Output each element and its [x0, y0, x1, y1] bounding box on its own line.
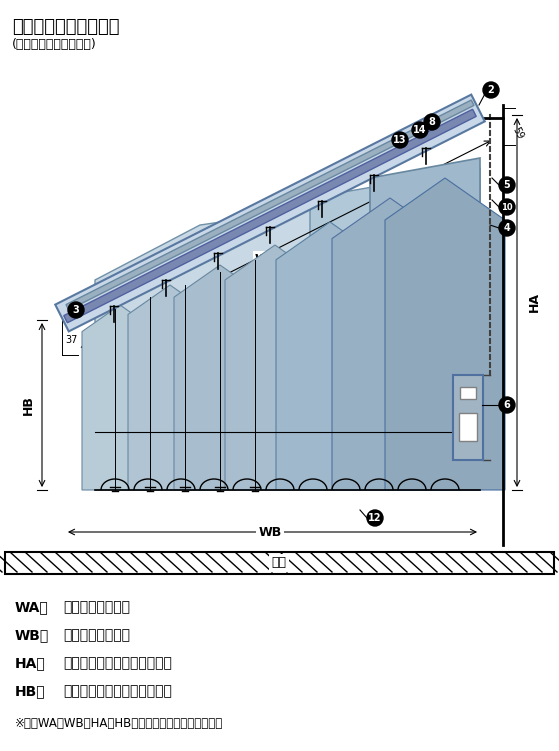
Polygon shape	[174, 265, 266, 490]
Text: 高さが低い側の製品高さ寸法: 高さが低い側の製品高さ寸法	[63, 684, 172, 698]
Circle shape	[392, 132, 408, 148]
Polygon shape	[66, 100, 474, 310]
Text: HB: HB	[21, 395, 35, 415]
Circle shape	[367, 510, 383, 526]
Bar	[453, 375, 483, 460]
Text: HA: HA	[528, 292, 541, 312]
Text: (天井直付け・正面付け): (天井直付け・正面付け)	[12, 38, 97, 51]
Text: 14: 14	[413, 125, 427, 135]
Circle shape	[499, 220, 515, 236]
Text: 製品下部の幅寸法: 製品下部の幅寸法	[63, 628, 130, 642]
Circle shape	[499, 177, 515, 193]
Text: 製品上部の幅寸法: 製品上部の幅寸法	[63, 600, 130, 614]
Text: 12: 12	[368, 513, 382, 523]
Text: 3: 3	[73, 305, 79, 315]
Polygon shape	[55, 95, 485, 331]
Bar	[5, 552, 554, 574]
Polygon shape	[310, 168, 480, 490]
Polygon shape	[370, 158, 480, 490]
Polygon shape	[332, 198, 448, 490]
Text: HB：: HB：	[15, 684, 46, 698]
Text: ※上記WA・WB・HA・HBが製品発注寸法となります。: ※上記WA・WB・HA・HBが製品発注寸法となります。	[15, 717, 223, 730]
Polygon shape	[225, 245, 325, 490]
Text: WA：: WA：	[15, 600, 49, 614]
Circle shape	[483, 82, 499, 98]
Text: HA：: HA：	[15, 656, 46, 670]
Text: 4: 4	[504, 223, 510, 233]
Text: WA: WA	[254, 253, 277, 266]
Text: 6: 6	[504, 400, 510, 410]
Circle shape	[499, 199, 515, 215]
Text: 高さが高い側の製品高さ寸法: 高さが高い側の製品高さ寸法	[63, 656, 172, 670]
Bar	[460, 387, 476, 399]
Polygon shape	[95, 185, 480, 490]
Text: 10: 10	[501, 203, 513, 212]
Circle shape	[424, 114, 440, 130]
Circle shape	[68, 302, 84, 318]
Text: 37: 37	[66, 335, 78, 345]
Polygon shape	[82, 305, 158, 490]
Text: WB：: WB：	[15, 628, 49, 642]
Bar	[459, 413, 477, 441]
Polygon shape	[64, 109, 476, 323]
Text: 8: 8	[429, 117, 435, 127]
Polygon shape	[385, 178, 505, 490]
Text: 2: 2	[487, 85, 494, 95]
Text: 5: 5	[504, 180, 510, 190]
Text: 13: 13	[393, 135, 407, 145]
Text: WB: WB	[258, 526, 282, 538]
Polygon shape	[128, 285, 212, 490]
Polygon shape	[276, 222, 384, 490]
Circle shape	[499, 397, 515, 413]
Circle shape	[412, 122, 428, 138]
Text: 59: 59	[510, 125, 524, 140]
Text: 床面: 床面	[272, 556, 287, 569]
Text: 窓枠外に取付ける場合: 窓枠外に取付ける場合	[12, 18, 120, 36]
